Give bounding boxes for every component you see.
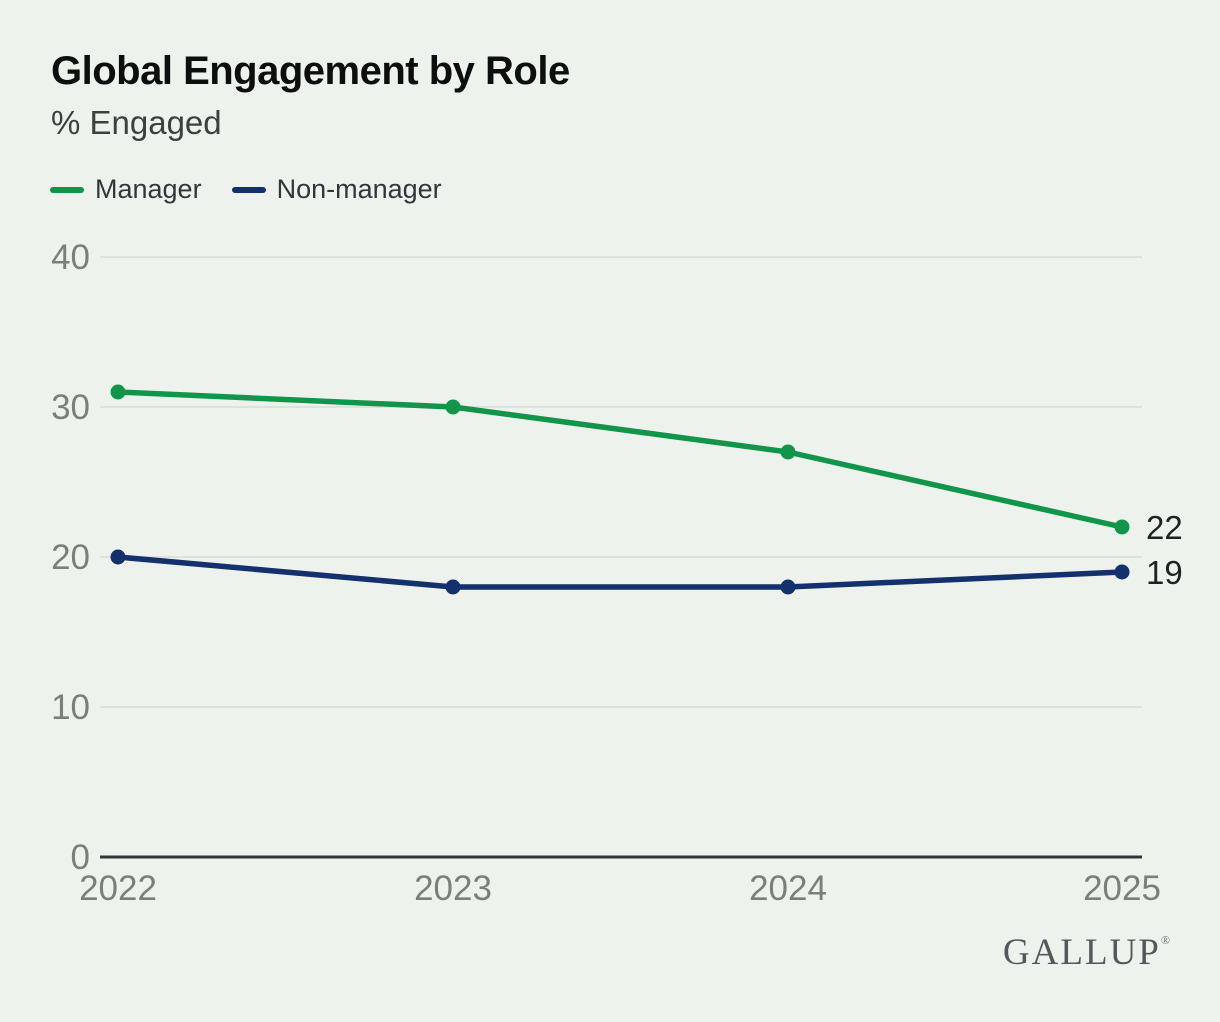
y-axis-tick-label: 30: [51, 388, 90, 427]
y-axis-tick-label: 40: [51, 238, 90, 277]
legend-item-nonmanager: Non-manager: [231, 174, 442, 204]
x-axis-label: 2024: [749, 869, 827, 908]
legend-label-manager: Manager: [95, 174, 202, 204]
chart-subtitle: % Engaged: [51, 104, 222, 141]
legend-item-manager: Manager: [50, 176, 202, 203]
chart-title: Global Engagement by Role: [51, 49, 570, 93]
manager-line-swatch-icon: [50, 186, 84, 193]
legend-label-nonmanager: Non-manager: [276, 174, 442, 204]
y-axis-tick-label: 0: [70, 838, 90, 877]
gallup-logo: GALLUP®: [1003, 934, 1170, 971]
nonmanager-end-value-label: 19: [1146, 554, 1183, 591]
x-axis-label: 2023: [414, 869, 492, 908]
chart-legend: Manager Non-manager: [50, 176, 442, 203]
registered-mark-icon: ®: [1160, 933, 1170, 947]
gallup-wordmark: GALLUP: [1002, 932, 1161, 973]
y-axis-tick-label: 20: [51, 538, 90, 577]
nonmanager-line-swatch-icon: [231, 186, 266, 193]
x-axis-label: 2025: [1083, 869, 1161, 908]
x-axis-label: 2022: [79, 869, 157, 908]
manager-end-value-label: 22: [1146, 509, 1183, 546]
y-axis-tick-label: 10: [51, 688, 90, 727]
